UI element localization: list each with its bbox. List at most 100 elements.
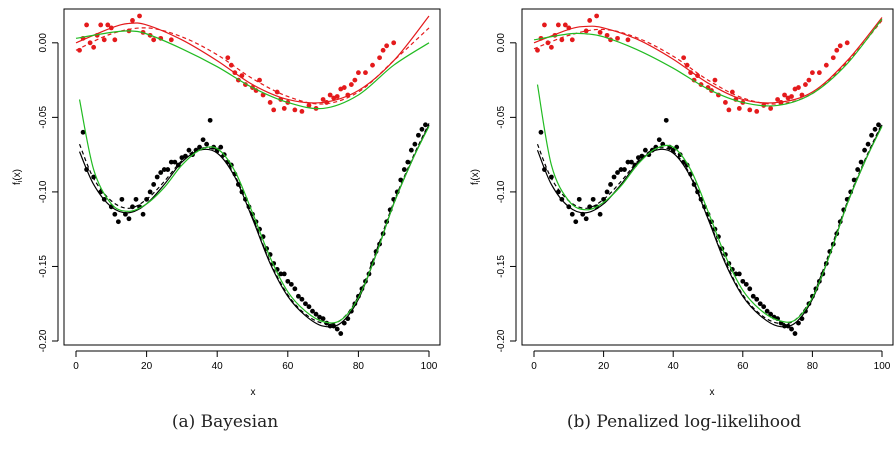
red-data-point bbox=[356, 70, 361, 76]
red-data-point bbox=[377, 55, 382, 61]
black-data-point bbox=[91, 174, 97, 180]
x-tick-label: 40 bbox=[668, 361, 680, 372]
y-axis-label-arg: (x) bbox=[470, 169, 481, 181]
black-data-point bbox=[538, 129, 544, 135]
caption-a: (a) Bayesian bbox=[171, 412, 279, 432]
red-data-point bbox=[334, 94, 340, 99]
black-data-point bbox=[792, 331, 798, 336]
black-data-point bbox=[757, 301, 763, 307]
red-data-point bbox=[542, 22, 547, 28]
red-data-point bbox=[101, 37, 107, 43]
red-data-point bbox=[688, 70, 693, 76]
black-data-point bbox=[197, 144, 202, 150]
black-data-point bbox=[416, 132, 421, 138]
black-data-point bbox=[858, 159, 864, 165]
red-dashed-curve bbox=[533, 20, 883, 105]
plot-frame bbox=[63, 8, 441, 346]
red-data-point bbox=[844, 40, 850, 46]
black-data-point bbox=[865, 141, 871, 147]
black-data-point bbox=[869, 132, 874, 138]
y-tick-label: -0.05 bbox=[496, 106, 507, 129]
black-data-point bbox=[186, 147, 192, 153]
black-data-point bbox=[622, 167, 627, 172]
red-data-point bbox=[228, 62, 234, 68]
black-data-point bbox=[768, 311, 774, 317]
black-data-point bbox=[288, 281, 294, 287]
black-data-point bbox=[754, 296, 760, 302]
black-data-point bbox=[761, 304, 767, 310]
black-data-point bbox=[154, 174, 160, 180]
x-tick-label: 20 bbox=[598, 361, 610, 372]
red-data-point bbox=[292, 107, 298, 113]
red-data-point bbox=[341, 85, 347, 90]
black-data-point bbox=[736, 271, 742, 277]
black-data-point bbox=[615, 170, 620, 175]
x-tick-label: 20 bbox=[141, 361, 153, 372]
y-axis-label: fi(x) bbox=[470, 169, 482, 185]
black-data-point bbox=[412, 141, 418, 147]
black-data-point bbox=[303, 301, 308, 307]
red-data-point bbox=[168, 37, 174, 43]
plot-area bbox=[75, 13, 430, 336]
red-data-point bbox=[137, 13, 142, 19]
x-tick-label: 100 bbox=[421, 361, 438, 372]
red-solid-curve bbox=[75, 15, 430, 104]
black-data-point bbox=[419, 126, 425, 132]
y-tick-label: -0.10 bbox=[496, 180, 507, 203]
red-data-point bbox=[84, 22, 89, 28]
black-data-point bbox=[401, 167, 407, 172]
black-data-point bbox=[338, 331, 344, 336]
panel-penalized-log-likelihood: 0 20 40 60 80 100 x 0.00 -0.05 -0.10 -0.15 -0.20 fi(… bbox=[470, 8, 894, 398]
panel-bayesian: 0 20 40 60 80 100 x 0.00 -0.05 -0.10 -0.15 -0.20 fi(… bbox=[12, 8, 441, 398]
black-data-point bbox=[133, 196, 139, 202]
red-data-point bbox=[736, 106, 742, 111]
y-tick-label: -0.15 bbox=[496, 255, 507, 278]
red-data-point bbox=[816, 70, 822, 76]
black-data-point bbox=[168, 159, 174, 165]
black-data-point bbox=[872, 126, 878, 132]
red-data-point bbox=[112, 37, 118, 43]
x-axis-label: x bbox=[251, 387, 256, 398]
green-solid-curve bbox=[75, 30, 430, 110]
y-tick-label: -0.20 bbox=[38, 329, 49, 352]
y-tick-label: -0.20 bbox=[496, 329, 507, 352]
x-tick-label: 0 bbox=[73, 361, 79, 372]
red-data-point bbox=[810, 70, 815, 76]
red-data-point bbox=[747, 107, 753, 113]
red-data-point bbox=[604, 32, 610, 38]
red-data-point bbox=[587, 18, 593, 23]
red-dashed-curve bbox=[75, 27, 430, 105]
x-tick-label: 60 bbox=[737, 361, 749, 372]
red-data-point bbox=[569, 37, 575, 43]
black-data-point bbox=[278, 271, 284, 277]
y-axis-label-f: f bbox=[470, 182, 481, 185]
green-solid-curve bbox=[78, 99, 430, 324]
red-data-point bbox=[830, 55, 836, 61]
black-data-point bbox=[618, 167, 624, 172]
red-data-point bbox=[267, 100, 273, 105]
x-tick-label: 80 bbox=[353, 361, 365, 372]
y-axis-label-subscript: i bbox=[17, 180, 24, 182]
red-data-point bbox=[555, 22, 561, 28]
red-data-point bbox=[391, 40, 397, 46]
red-data-point bbox=[306, 103, 312, 108]
red-data-point bbox=[583, 28, 589, 34]
red-data-point bbox=[274, 89, 280, 95]
green-solid-curve bbox=[536, 84, 883, 323]
black-data-point bbox=[207, 117, 213, 123]
black-data-point bbox=[161, 167, 167, 172]
black-data-point bbox=[747, 286, 753, 292]
red-data-point bbox=[562, 22, 568, 28]
black-data-point bbox=[115, 219, 121, 225]
red-data-point bbox=[834, 47, 840, 53]
black-data-point bbox=[590, 196, 596, 202]
red-data-point bbox=[91, 44, 97, 50]
black-data-point bbox=[743, 281, 749, 287]
black-data-point bbox=[789, 326, 794, 332]
black-data-point bbox=[625, 159, 631, 165]
red-data-point bbox=[352, 77, 358, 83]
y-axis-label: fi(x) bbox=[12, 169, 24, 185]
caption-b: (b) Penalized log-likelihood bbox=[566, 412, 802, 432]
black-data-point bbox=[740, 278, 746, 284]
